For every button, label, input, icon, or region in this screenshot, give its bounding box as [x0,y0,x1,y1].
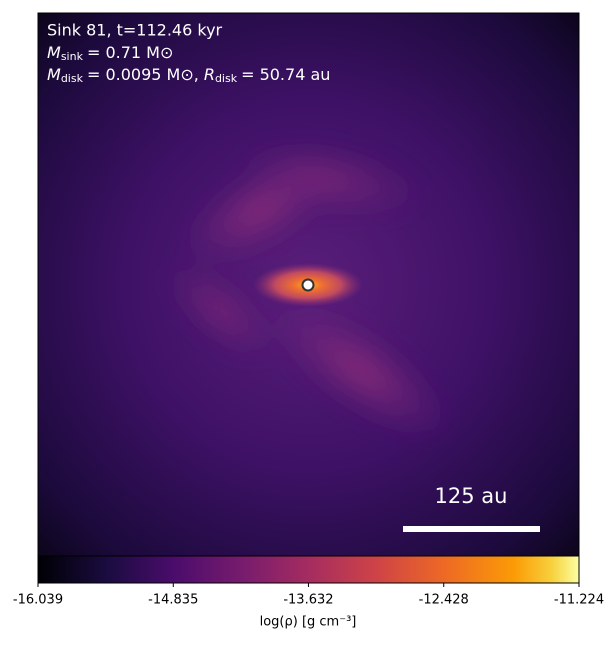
symbol: R [204,65,215,84]
scale-bar-label: 125 au [435,484,508,508]
text: = 50.74 au [241,65,330,84]
annotation: Msink = 0.71 M⊙ [47,43,173,64]
tick-label: -13.632 [283,593,333,608]
tick-label: -14.835 [148,593,198,608]
colorbar-label: log(ρ) [g cm⁻³] [260,615,357,630]
scale-bar [403,526,540,532]
annotation: Mdisk = 0.0095 M⊙, Rdisk = 50.74 au [47,65,330,86]
subscript: disk [215,72,238,85]
colorbar [37,555,580,584]
symbol: M [47,65,61,84]
sink-marker [301,278,315,292]
subscript: disk [61,72,84,85]
tick-label: -12.428 [419,593,469,608]
symbol: M [47,43,61,62]
subscript: sink [61,50,84,63]
annotation: Sink 81, t=112.46 kyr [47,21,223,40]
text: = 0.71 M⊙ [87,43,173,62]
annotations: Sink 81, t=112.46 kyr Msink = 0.71 M⊙ Mdi… [47,21,330,86]
density-map [38,13,579,556]
text: = 0.0095 M⊙, [87,65,199,84]
tick-label: -16.039 [13,593,63,608]
tick-label: -11.224 [554,593,604,608]
